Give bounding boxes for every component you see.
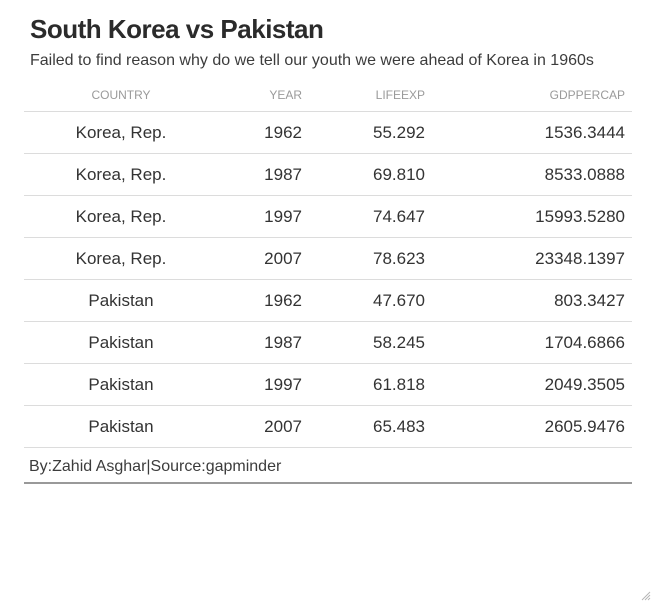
cell-lifeexp: 78.623 (309, 237, 432, 280)
table-row: Korea, Rep. 2007 78.623 23348.1397 (24, 237, 632, 280)
bottom-divider (24, 482, 632, 484)
cell-gdppercap: 1536.3444 (432, 111, 632, 154)
table-row: Pakistan 1962 47.670 803.3427 (24, 279, 632, 322)
column-header-gdppercap: GDPPERCAP (432, 79, 632, 112)
cell-country: Pakistan (24, 321, 218, 364)
cell-lifeexp: 65.483 (309, 405, 432, 448)
cell-year: 1987 (218, 321, 309, 364)
cell-lifeexp: 47.670 (309, 279, 432, 322)
cell-year: 2007 (218, 405, 309, 448)
cell-country: Pakistan (24, 405, 218, 448)
cell-lifeexp: 55.292 (309, 111, 432, 154)
cell-country: Korea, Rep. (24, 111, 218, 154)
resize-grip-icon[interactable] (639, 588, 651, 601)
cell-lifeexp: 58.245 (309, 321, 432, 364)
cell-year: 1987 (218, 153, 309, 196)
cell-year: 2007 (218, 237, 309, 280)
cell-country: Korea, Rep. (24, 153, 218, 196)
cell-gdppercap: 2049.3505 (432, 363, 632, 406)
data-table: COUNTRY YEAR LIFEEXP GDPPERCAP Korea, Re… (24, 79, 632, 448)
cell-lifeexp: 61.818 (309, 363, 432, 406)
column-header-lifeexp: LIFEEXP (309, 79, 432, 112)
cell-lifeexp: 69.810 (309, 153, 432, 196)
table-row: Pakistan 1997 61.818 2049.3505 (24, 363, 632, 406)
table-row: Pakistan 2007 65.483 2605.9476 (24, 405, 632, 448)
cell-gdppercap: 8533.0888 (432, 153, 632, 196)
table-header-row: COUNTRY YEAR LIFEEXP GDPPERCAP (24, 79, 632, 112)
table-row: Pakistan 1987 58.245 1704.6866 (24, 321, 632, 364)
table-row: Korea, Rep. 1987 69.810 8533.0888 (24, 153, 632, 196)
source-caption: By:Zahid Asghar|Source:gapminder (29, 458, 282, 475)
cell-gdppercap: 15993.5280 (432, 195, 632, 238)
cell-year: 1962 (218, 279, 309, 322)
column-header-year: YEAR (218, 79, 309, 112)
cell-year: 1997 (218, 195, 309, 238)
cell-country: Korea, Rep. (24, 237, 218, 280)
cell-gdppercap: 23348.1397 (432, 237, 632, 280)
chart-subtitle: Failed to find reason why do we tell our… (30, 52, 594, 69)
cell-lifeexp: 74.647 (309, 195, 432, 238)
cell-year: 1962 (218, 111, 309, 154)
cell-gdppercap: 803.3427 (432, 279, 632, 322)
cell-year: 1997 (218, 363, 309, 406)
chart-title: South Korea vs Pakistan (30, 14, 324, 44)
column-header-country: COUNTRY (24, 79, 218, 112)
table-row: Korea, Rep. 1962 55.292 1536.3444 (24, 111, 632, 154)
cell-country: Pakistan (24, 279, 218, 322)
cell-country: Pakistan (24, 363, 218, 406)
cell-gdppercap: 2605.9476 (432, 405, 632, 448)
cell-gdppercap: 1704.6866 (432, 321, 632, 364)
table-row: Korea, Rep. 1997 74.647 15993.5280 (24, 195, 632, 238)
cell-country: Korea, Rep. (24, 195, 218, 238)
